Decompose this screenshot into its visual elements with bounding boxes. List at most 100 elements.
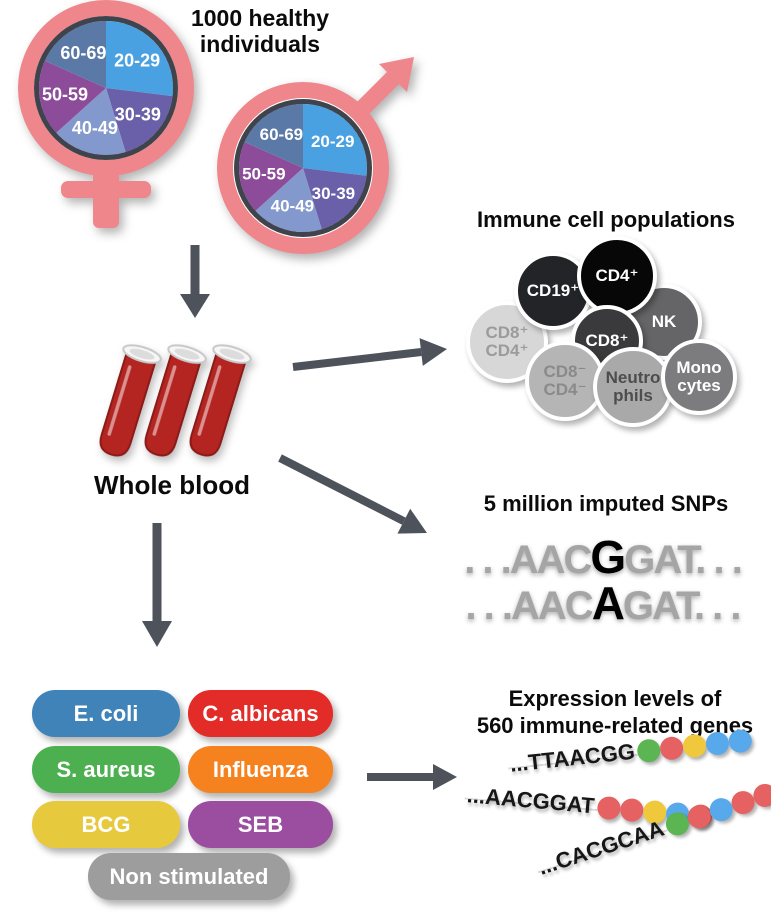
age-slice-40-49	[56, 88, 126, 155]
age-label-40-49: 40-49	[72, 118, 118, 138]
cell-label-line: cytes	[677, 376, 721, 395]
age-label-60-69: 60-69	[260, 125, 303, 144]
age-label-20-29: 20-29	[311, 132, 354, 151]
arrow-blood-to-cells-shaft	[292, 348, 422, 371]
stimulus-s-aureus: S. aureus	[32, 746, 180, 793]
arrow-blood-to-snps-shaft	[278, 454, 406, 525]
tube-highlight	[197, 365, 222, 436]
arrow-cohort-to-blood	[180, 245, 210, 318]
expression-dot-blue	[728, 727, 754, 754]
age-slice-60-69	[244, 104, 303, 168]
age-slice-50-59	[239, 141, 303, 211]
snp-post: GAT. . .	[624, 538, 743, 582]
age-slice-30-39	[303, 168, 367, 230]
arrow-blood-to-snps	[278, 454, 427, 534]
cell-circle-cd8-cd4: CD8⁻ CD4⁻	[525, 341, 605, 421]
expression-dot-red	[596, 795, 622, 821]
arrow-blood-to-snps-head	[397, 508, 427, 534]
tube-opening	[129, 348, 155, 360]
expression-dot-red	[659, 735, 685, 761]
age-label-40-49: 40-49	[271, 197, 314, 216]
expression-title: Expression levels of 560 immune-related …	[462, 685, 768, 739]
female-crossbar	[61, 181, 151, 198]
whole-blood-label: Whole blood	[94, 470, 250, 500]
stimulus-influenza: Influenza	[188, 746, 333, 793]
age-slice-20-29	[106, 21, 174, 97]
cohort-title-line1: 1000 healthy	[190, 5, 330, 31]
expression-dot-green	[636, 737, 662, 763]
arrow-stimuli-to-expression	[367, 764, 457, 790]
snp-pre: . . .AAC	[465, 584, 593, 628]
cell-label-line: CD19⁺	[526, 281, 580, 300]
snp-sequence-2: . . .AACAGAT. . .	[430, 577, 771, 629]
expression-title-line1: Expression levels of	[508, 686, 722, 711]
snp-variant: A	[591, 577, 625, 629]
blood-tube-2	[144, 344, 207, 457]
snp-post: GAT. . .	[622, 584, 742, 628]
age-label-50-59: 50-59	[42, 84, 88, 104]
arrow-blood-to-stimuli-head	[142, 621, 172, 647]
tube-opening	[174, 348, 200, 360]
cohort-title: 1000 healthy individuals	[160, 5, 360, 57]
stimulus-c-albicans: C. albicans	[188, 690, 333, 737]
blood-tube-3	[189, 344, 252, 457]
cell-label-line: CD8⁻	[543, 362, 587, 381]
age-label-20-29: 20-29	[114, 50, 160, 70]
cell-label-line: NK	[651, 312, 677, 331]
arrow-blood-to-stimuli	[142, 523, 172, 647]
cell-label-line: Neutro	[605, 368, 661, 387]
age-label-50-59: 50-59	[242, 165, 285, 184]
age-label-30-39: 30-39	[115, 105, 161, 125]
snp-sequence-1: . . .AACGGAT. . .	[430, 531, 771, 583]
arrow-cohort-to-blood-head	[180, 294, 210, 318]
stimulus-e-coli: E. coli	[32, 690, 180, 737]
age-label-30-39: 30-39	[312, 184, 355, 203]
arrow-blood-to-cells	[292, 338, 447, 371]
snp-pre: . . .AAC	[464, 538, 592, 582]
age-slice-40-49	[255, 168, 322, 232]
arrow-stimuli-to-expression-head	[433, 764, 457, 790]
female-pie-border	[34, 16, 178, 160]
tube-blood	[189, 348, 248, 457]
expression-title-line2: 560 immune-related genes	[476, 713, 754, 738]
cell-circle-cd4: CD4⁺	[577, 236, 657, 316]
age-slice-50-59	[38, 60, 107, 133]
blood-tube-1	[99, 344, 162, 457]
tube-highlight	[152, 365, 177, 436]
immune-cells-title: Immune cell populations	[477, 207, 735, 232]
stimulus-bcg: BCG	[32, 801, 180, 848]
snps-title: 5 million imputed SNPs	[483, 491, 729, 516]
cell-label-line: phils	[613, 386, 653, 405]
tube-blood	[99, 348, 158, 457]
cell-label-line: CD4⁻	[543, 380, 587, 399]
cell-label-line: CD4⁺	[485, 341, 529, 360]
cell-label-line: CD4⁺	[595, 266, 639, 285]
snp-sequences: . . .AACGGAT. . .. . .AACAGAT. . .	[430, 531, 771, 629]
stimulus-non-stimulated: Non stimulated	[88, 853, 290, 900]
cohort-title-line2: individuals	[199, 31, 321, 57]
stimulus-seb: SEB	[188, 801, 333, 848]
cell-label-line: Mono	[676, 358, 722, 377]
tube-blood	[144, 348, 203, 457]
cell-circle-monocytes: Mono cytes	[661, 339, 737, 415]
male-pie-border	[234, 99, 372, 237]
expression-dot-red	[619, 797, 645, 823]
cell-label-line: CD8⁺	[585, 331, 629, 350]
tube-highlight	[107, 365, 132, 436]
cell-circle-neutrophils: Neutro phils	[593, 347, 673, 427]
tube-opening	[219, 348, 245, 360]
expression-dot-yellow	[682, 732, 708, 758]
age-slice-30-39	[106, 88, 173, 153]
arrow-blood-to-cells-head	[419, 338, 447, 366]
snp-variant: G	[590, 531, 626, 583]
cell-label-line: CD8⁺	[485, 323, 529, 342]
age-label-60-69: 60-69	[60, 43, 106, 63]
age-slice-20-29	[303, 104, 367, 176]
age-slice-60-69	[44, 21, 106, 88]
male-arrow-head	[379, 57, 414, 92]
expression-dot-blue	[705, 730, 731, 756]
